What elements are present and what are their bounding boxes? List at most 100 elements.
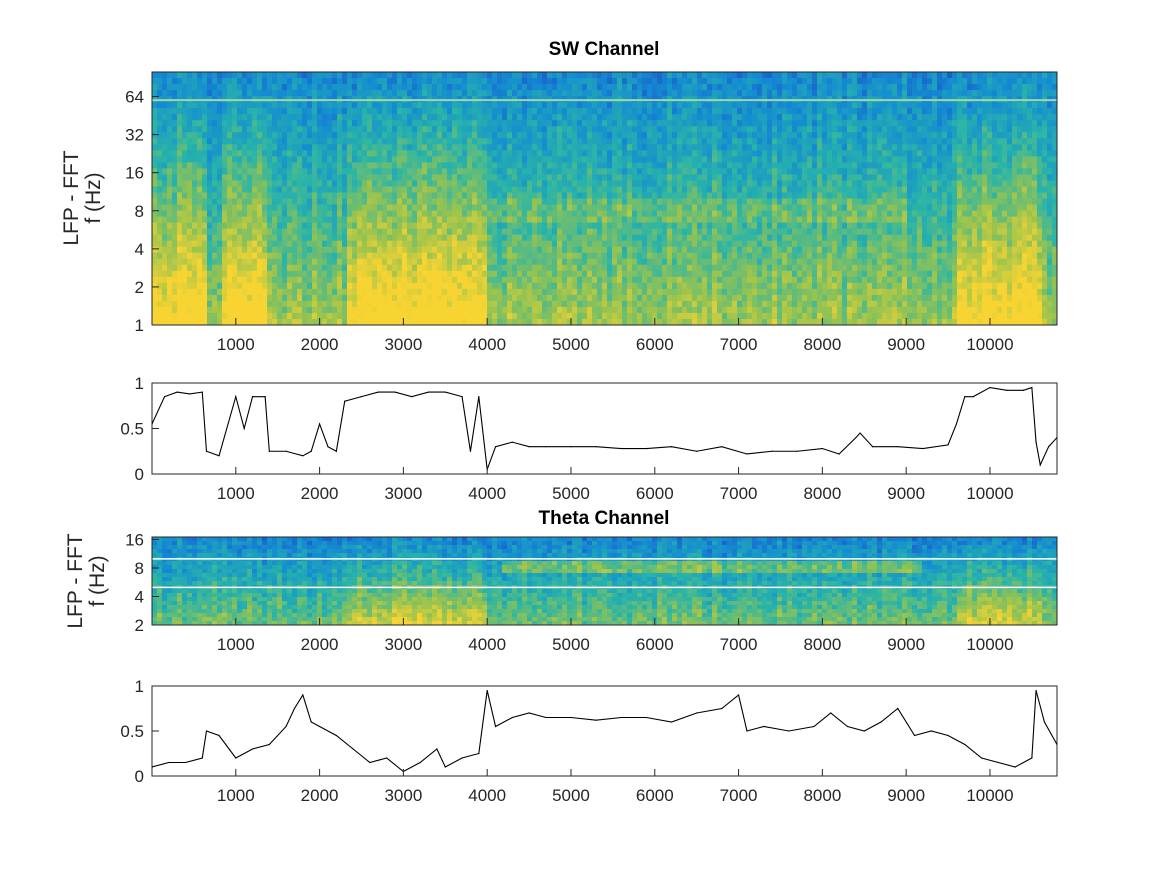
heatmap-cell: [497, 120, 503, 127]
heatmap-cell: [232, 150, 238, 157]
heatmap-cell: [692, 210, 698, 218]
heatmap-cell: [232, 138, 238, 145]
heatmap-cell: [627, 246, 633, 254]
heatmap-cell: [242, 270, 248, 278]
heatmap-cell: [282, 252, 288, 260]
heatmap-cell: [672, 102, 678, 109]
heatmap-cell: [417, 150, 423, 157]
heatmap-cell: [707, 294, 713, 302]
heatmap-cell: [222, 210, 228, 218]
heatmap-cell: [167, 204, 173, 212]
heatmap-cell: [347, 294, 353, 302]
heatmap-cell: [727, 192, 733, 200]
heatmap-cell: [212, 234, 218, 242]
heatmap-cell: [242, 312, 248, 320]
heatmap-cell: [397, 84, 403, 91]
heatmap-cell: [632, 264, 638, 272]
heatmap-cell: [382, 222, 388, 230]
heatmap-cell: [677, 276, 683, 284]
heatmap-cell: [517, 78, 523, 85]
heatmap-cell: [417, 300, 423, 308]
heatmap-cell: [577, 120, 583, 127]
heatmap-cell: [432, 282, 438, 290]
heatmap-cell: [167, 222, 173, 230]
heatmap-cell: [502, 156, 508, 163]
heatmap-cell: [692, 174, 698, 182]
heatmap-cell: [362, 84, 368, 91]
heatmap-cell: [497, 234, 503, 242]
heatmap-cell: [387, 264, 393, 272]
heatmap-cell: [367, 282, 373, 290]
heatmap-cell: [192, 294, 198, 302]
heatmap-cell: [447, 204, 453, 212]
heatmap-cell: [712, 174, 718, 182]
heatmap-cell: [482, 312, 488, 320]
heatmap-cell: [437, 312, 443, 320]
heatmap-cell: [252, 108, 258, 115]
heatmap-cell: [397, 300, 403, 308]
heatmap-cell: [577, 252, 583, 260]
heatmap-cell: [587, 192, 593, 200]
heatmap-cell: [267, 126, 273, 133]
heatmap-cell: [577, 312, 583, 320]
heatmap-cell: [622, 168, 628, 175]
heatmap-cell: [182, 132, 188, 139]
heatmap-cell: [237, 318, 243, 325]
heatmap-cell: [542, 156, 548, 163]
heatmap-cell: [457, 84, 463, 91]
heatmap-cell: [602, 210, 608, 218]
heatmap-cell: [642, 186, 648, 194]
heatmap-cell: [322, 234, 328, 242]
heatmap-cell: [187, 108, 193, 115]
heatmap-cell: [302, 288, 308, 296]
heatmap-cell: [557, 204, 563, 212]
heatmap-cell: [592, 168, 598, 175]
heatmap-cell: [417, 210, 423, 218]
heatmap-cell: [422, 138, 428, 145]
heatmap-cell: [392, 258, 398, 266]
heatmap-cell: [687, 156, 693, 163]
heatmap-cell: [192, 174, 198, 182]
heatmap-cell: [502, 210, 508, 218]
heatmap-cell: [727, 144, 733, 151]
heatmap-cell: [162, 288, 168, 296]
heatmap-cell: [422, 108, 428, 115]
heatmap-cell: [157, 126, 163, 133]
heatmap-cell: [507, 246, 513, 254]
heatmap-cell: [187, 180, 193, 188]
heatmap-cell: [432, 264, 438, 272]
heatmap-cell: [437, 264, 443, 272]
heatmap-cell: [302, 174, 308, 182]
heatmap-cell: [622, 120, 628, 127]
heatmap-cell: [287, 84, 293, 91]
heatmap-cell: [397, 312, 403, 320]
heatmap-cell: [622, 252, 628, 260]
heatmap-cell: [687, 138, 693, 145]
heatmap-cell: [282, 192, 288, 200]
heatmap-cell: [622, 108, 628, 115]
heatmap-cell: [737, 198, 743, 206]
heatmap-cell: [192, 132, 198, 139]
heatmap-cell: [442, 180, 448, 188]
heatmap-cell: [502, 276, 508, 284]
heatmap-cell: [662, 282, 668, 290]
heatmap-cell: [372, 84, 378, 91]
heatmap-cell: [387, 234, 393, 242]
heatmap-cell: [452, 180, 458, 188]
heatmap-cell: [177, 192, 183, 200]
heatmap-cell: [322, 78, 328, 85]
heatmap-cell: [172, 180, 178, 188]
heatmap-cell: [447, 252, 453, 260]
heatmap-cell: [487, 78, 493, 85]
heatmap-cell: [367, 102, 373, 109]
heatmap-cell: [157, 198, 163, 206]
heatmap-cell: [717, 126, 723, 133]
heatmap-cell: [552, 270, 558, 278]
heatmap-cell: [582, 282, 588, 290]
heatmap-cell: [482, 90, 488, 97]
heatmap-cell: [252, 228, 258, 236]
heatmap-cell: [537, 156, 543, 163]
heatmap-cell: [237, 282, 243, 290]
heatmap-cell: [257, 144, 263, 151]
heatmap-cell: [297, 294, 303, 302]
